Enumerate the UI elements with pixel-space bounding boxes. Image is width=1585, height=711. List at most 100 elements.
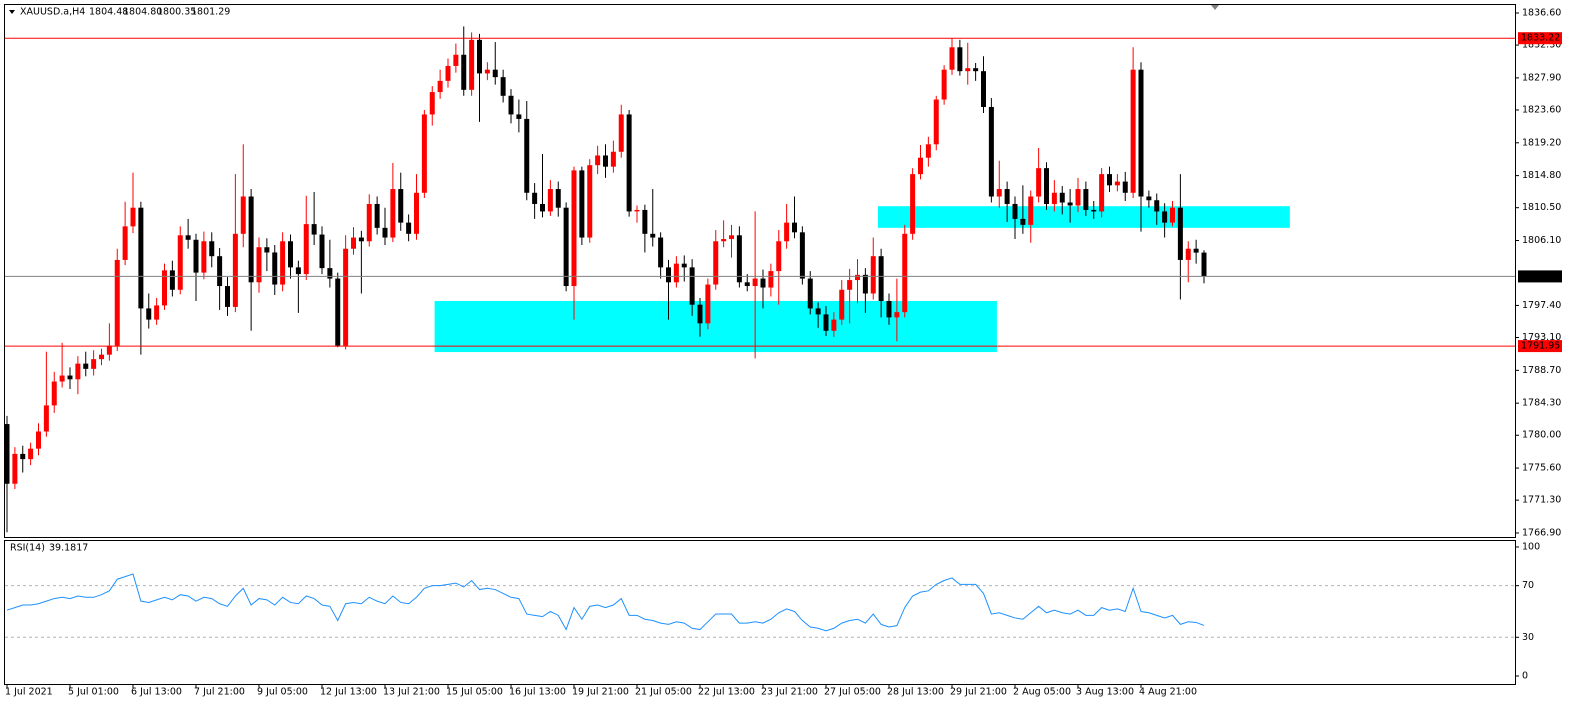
- candle-body: [75, 363, 81, 380]
- candle-body: [240, 196, 246, 234]
- rsi-line: [6, 573, 1205, 632]
- candle-body: [1036, 168, 1042, 197]
- symbol-title: XAUUSD.a,H4: [20, 7, 85, 18]
- candle-body: [760, 278, 766, 288]
- last-price-label: 1801.29: [1521, 271, 1560, 282]
- x-tick-label: 23 Jul 21:00: [761, 687, 818, 698]
- y-tick-label: 1823.60: [1522, 104, 1561, 115]
- candle-body: [1138, 69, 1144, 197]
- candle-body: [957, 47, 963, 72]
- candle-body: [1193, 248, 1199, 253]
- candle-body: [162, 270, 167, 306]
- x-tick-label: 22 Jul 13:00: [698, 687, 755, 698]
- candle-body: [177, 235, 183, 290]
- x-tick-label: 13 Jul 21:00: [383, 687, 440, 698]
- candle-body: [547, 189, 553, 212]
- x-tick-label: 28 Jul 13:00: [887, 687, 944, 698]
- main-panel-frame: [4, 4, 1516, 538]
- candle-body: [508, 95, 514, 115]
- candle-body: [217, 256, 223, 287]
- y-tick-label: 1819.20: [1522, 137, 1561, 148]
- candle-body: [752, 278, 758, 287]
- candle-body: [595, 155, 601, 166]
- close-label: 1801.29: [191, 7, 230, 18]
- candle-body: [524, 118, 530, 193]
- candle-body: [996, 189, 1002, 197]
- candle-body: [51, 381, 57, 406]
- candle-body: [1154, 200, 1160, 212]
- candle-body: [642, 209, 648, 234]
- y-tick-label: 0: [1522, 671, 1528, 682]
- candle-body: [382, 227, 388, 238]
- candle-body: [650, 233, 656, 238]
- candle-body: [311, 224, 317, 235]
- candle-body: [398, 189, 404, 223]
- candle-body: [461, 54, 467, 90]
- candle-body: [169, 270, 175, 290]
- candle-body: [1185, 248, 1191, 260]
- candle-body: [1067, 202, 1073, 206]
- candle-body: [406, 222, 412, 234]
- candle-body: [209, 241, 215, 257]
- candle-body: [1114, 181, 1120, 186]
- candle-body: [343, 248, 349, 346]
- candle-body: [673, 263, 679, 283]
- candle-body: [1083, 189, 1089, 210]
- candle-body: [295, 267, 301, 275]
- candle-body: [925, 144, 931, 158]
- candle-body: [681, 263, 687, 268]
- low-label: 1800.35: [157, 7, 196, 18]
- candle-body: [571, 170, 577, 287]
- candle-body: [67, 375, 73, 380]
- x-tick-label: 15 Jul 05:00: [446, 687, 503, 698]
- candle-body: [744, 282, 750, 287]
- rsi-title: RSI(14): [10, 543, 45, 554]
- x-tick-label: 7 Jul 21:00: [194, 687, 245, 698]
- candle-body: [532, 192, 538, 204]
- candle-body: [1099, 174, 1105, 212]
- high-label: 1804.80: [123, 7, 162, 18]
- y-tick-label: 1827.90: [1522, 72, 1561, 83]
- candle-body: [768, 271, 774, 288]
- rsi-value: 39.1817: [49, 543, 88, 554]
- x-tick-label: 12 Jul 13:00: [320, 687, 377, 698]
- candle-body: [469, 39, 475, 90]
- menu-arrow: [9, 10, 15, 14]
- candle-body: [366, 203, 372, 242]
- candle-body: [933, 99, 939, 145]
- x-tick-label: 19 Jul 21:00: [572, 687, 629, 698]
- candle-body: [634, 209, 640, 212]
- candle-body: [610, 151, 616, 167]
- candle-body: [563, 207, 569, 287]
- candle-body: [902, 233, 908, 313]
- candle-body: [1051, 192, 1057, 204]
- candle-body: [1130, 69, 1136, 193]
- candle-body: [154, 305, 160, 320]
- candle-body: [886, 300, 892, 318]
- candle-body: [83, 363, 89, 369]
- candle-body: [1146, 196, 1152, 201]
- candle-body: [1091, 209, 1097, 212]
- candle-body: [437, 80, 443, 93]
- candle-body: [705, 284, 711, 324]
- y-tick-label: 70: [1522, 580, 1534, 591]
- candle-body: [185, 235, 191, 240]
- candle-body: [1107, 174, 1112, 186]
- candle-body: [1177, 207, 1183, 260]
- candle-body: [138, 207, 144, 309]
- candle-body: [477, 39, 482, 74]
- candle-body: [855, 274, 860, 281]
- candle-body: [484, 69, 490, 74]
- y-tick-label: 1775.60: [1522, 463, 1561, 474]
- candle-body: [91, 359, 97, 369]
- candle-body: [453, 54, 459, 66]
- candle-body: [540, 203, 545, 212]
- x-tick-label: 2 Aug 05:00: [1013, 687, 1071, 698]
- candle-body: [1162, 211, 1168, 223]
- candle-body: [847, 280, 853, 290]
- candle-body: [4, 424, 10, 484]
- y-tick-label: 100: [1522, 541, 1540, 552]
- candle-body: [225, 286, 230, 307]
